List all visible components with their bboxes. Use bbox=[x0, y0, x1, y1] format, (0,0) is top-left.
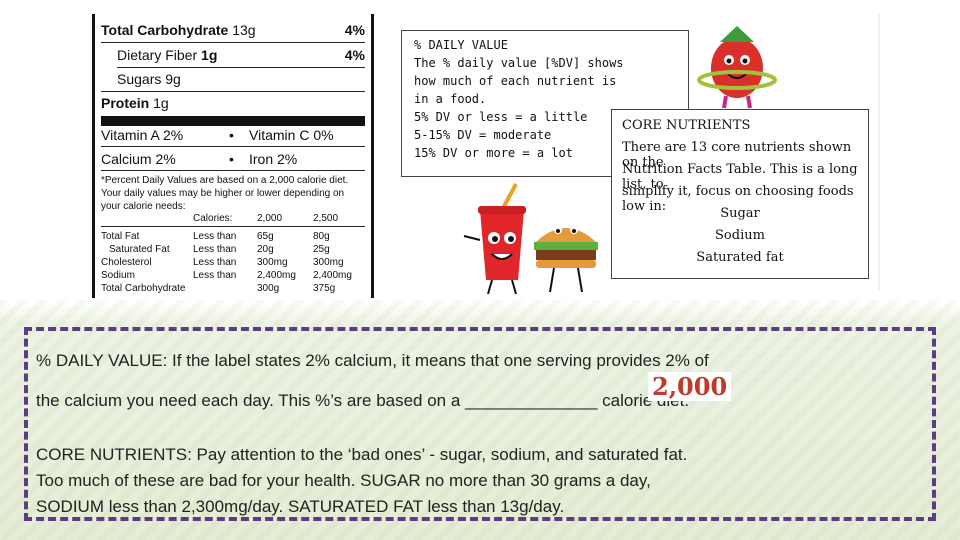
footer-row: Sodium Less than 2,400mg 2,400mg bbox=[101, 270, 352, 281]
soda-cup-character-icon bbox=[463, 183, 598, 295]
daily-value-text-1: % DAILY VALUE: If the label states 2% ca… bbox=[36, 351, 709, 370]
explanation-panel: % DAILY VALUE: If the label states 2% ca… bbox=[24, 327, 936, 521]
background-pattern bbox=[0, 300, 960, 540]
strawberry-character-icon bbox=[697, 26, 777, 109]
label-row-protein: Protein 1g bbox=[101, 95, 169, 111]
core-nutrients-text-3: SODIUM less than 2,300mg/day. SATURATED … bbox=[36, 497, 565, 516]
daily-value-text-2: the calcium you need each day. This %’s … bbox=[36, 391, 690, 410]
label-row-sugars: Sugars 9g bbox=[117, 71, 181, 87]
core-nutrients-text-1: CORE NUTRIENTS: Pay attention to the ‘ba… bbox=[36, 445, 688, 464]
core-nutrients-box: CORE NUTRIENTS There are 13 core nutrien… bbox=[611, 109, 869, 279]
label-row-carb: Total Carbohydrate 13g 4% bbox=[101, 22, 365, 38]
footer-row: Total Carbohydrate 300g 375g bbox=[101, 283, 336, 294]
footer-row: Cholesterol Less than 300mg 300mg bbox=[101, 257, 344, 268]
answer-stamp: 2,000 bbox=[648, 372, 732, 401]
label-row-minerals: Calcium 2% • Iron 2% bbox=[101, 151, 298, 167]
label-row-fiber: Dietary Fiber 1g 4% bbox=[117, 47, 365, 63]
core-nutrients-text-2: Too much of these are bad for your healt… bbox=[36, 471, 651, 490]
footer-row: Total Fat Less than 65g 80g bbox=[101, 231, 330, 242]
footer-row: Saturated Fat Less than 20g 25g bbox=[109, 244, 330, 255]
burger-character-icon bbox=[534, 226, 598, 293]
label-row-vitamins: Vitamin A 2% • Vitamin C 0% bbox=[101, 127, 334, 143]
daily-value-box: % DAILY VALUE The % daily value [%DV] sh… bbox=[401, 30, 689, 177]
nutrition-label: Total Carbohydrate 13g 4% Dietary Fiber … bbox=[92, 14, 374, 298]
label-footer-table: Calories: 2,000 2,500 Total Fat Less than… bbox=[101, 213, 365, 296]
label-footnote: *Percent Daily Values are based on a 2,0… bbox=[101, 175, 349, 212]
image-edge bbox=[878, 14, 880, 290]
